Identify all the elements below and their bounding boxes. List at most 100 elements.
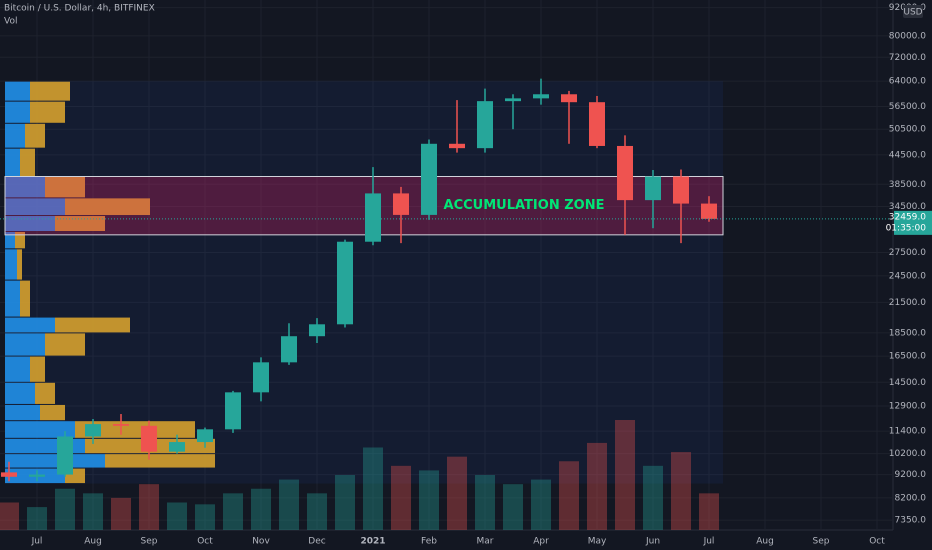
x-tick-label: Nov — [252, 537, 270, 547]
profile-bar — [35, 382, 55, 404]
candle-body — [337, 241, 353, 325]
profile-bar — [17, 249, 22, 280]
profile-bar — [25, 123, 45, 148]
x-tick-label: Feb — [421, 537, 437, 547]
profile-bar — [5, 249, 17, 280]
profile-bar — [45, 176, 85, 198]
volume-bar — [27, 507, 47, 530]
volume-bar — [223, 493, 243, 530]
x-tick-label: Oct — [869, 537, 885, 547]
profile-bar — [5, 216, 55, 231]
volume — [0, 420, 719, 530]
candle-body — [113, 424, 129, 426]
candle-body — [169, 442, 185, 452]
candle-body — [85, 424, 101, 437]
candle-body — [477, 101, 493, 149]
y-tick-label: 14500.0 — [889, 378, 926, 388]
candle-body — [645, 176, 661, 201]
profile-bar — [5, 382, 35, 404]
volume-bar — [167, 502, 187, 530]
candles — [1, 78, 717, 482]
profile-bar — [5, 356, 30, 382]
x-tick-label: Apr — [533, 537, 549, 547]
profile-bar — [30, 101, 65, 123]
candle-body — [197, 429, 213, 443]
volume-bar — [363, 447, 383, 530]
profile-bar — [5, 123, 25, 148]
volume-bar — [335, 475, 355, 530]
y-tick-label: 21500.0 — [889, 298, 926, 308]
candle-body — [29, 474, 45, 477]
x-tick-label: Jul — [703, 537, 715, 547]
profile-bar — [105, 454, 215, 468]
y-tick-label: 18500.0 — [889, 328, 926, 338]
profile-bar — [5, 231, 15, 249]
currency-badge[interactable] — [903, 5, 923, 18]
candle-body — [617, 145, 633, 201]
y-tick-label: 72000.0 — [889, 53, 926, 63]
candle-body — [589, 102, 605, 146]
grid — [0, 0, 893, 530]
y-tick-label: 10200.0 — [889, 449, 926, 459]
y-tick-label: 80000.0 — [889, 31, 926, 41]
x-tick-label: 2021 — [360, 537, 385, 547]
candle-body — [281, 336, 297, 363]
profile-bar — [15, 231, 25, 249]
accumulation-zone — [4, 175, 724, 236]
volume-bar — [279, 479, 299, 530]
volume-bar — [139, 484, 159, 530]
x-tick-label: Mar — [477, 537, 494, 547]
profile-bar — [30, 356, 45, 382]
candle-body — [505, 98, 521, 102]
candle-body — [421, 143, 437, 215]
volume-bar — [671, 452, 691, 530]
candle-body — [449, 143, 465, 149]
volume-bar — [251, 488, 271, 530]
volume-bar — [391, 465, 411, 530]
profile-bar — [20, 148, 35, 176]
candle-body — [365, 193, 381, 242]
candle-body — [141, 425, 157, 452]
profile-bar — [20, 280, 30, 317]
volume-bar — [307, 493, 327, 530]
volume-profile — [4, 81, 724, 484]
currency[interactable]: USD — [903, 8, 922, 18]
candle-body — [57, 436, 73, 475]
y-tick-label: 12900.0 — [889, 402, 926, 412]
volume-bar — [475, 475, 495, 530]
subtitle: Vol — [4, 17, 17, 27]
y-tick-label: 44500.0 — [889, 150, 926, 160]
profile-bar — [45, 333, 85, 356]
candle-body — [701, 203, 717, 219]
y-tick-label: 7350.0 — [895, 516, 927, 526]
x-tick-label: Jul — [31, 537, 43, 547]
volume-bar — [503, 484, 523, 530]
volume-bar — [447, 456, 467, 530]
profile-bar — [5, 280, 20, 317]
candle-body — [561, 94, 577, 103]
volume-bar — [531, 479, 551, 530]
volume-bar — [419, 470, 439, 530]
profile-bar — [75, 421, 195, 438]
volume-bar — [615, 420, 635, 530]
y-tick-label: 64000.0 — [889, 77, 926, 87]
y-tick-label: 11400.0 — [889, 427, 926, 437]
volume-bar — [699, 493, 719, 530]
volume-bar — [195, 504, 215, 530]
profile-bar — [55, 216, 105, 231]
profile-bar — [5, 101, 30, 123]
y-tick-label: 9200.0 — [895, 470, 927, 480]
y-tick-label: 56500.0 — [889, 102, 926, 112]
volume-bar — [111, 497, 131, 530]
profile-bar — [55, 317, 130, 333]
last-price-label: 32459.0 — [889, 212, 926, 222]
profile-bar — [5, 176, 45, 198]
profile-bar — [5, 148, 20, 176]
volume-bar — [55, 488, 75, 530]
y-tick-label: 16500.0 — [889, 352, 926, 362]
axes: 92000.080000.072000.064000.056500.050500… — [31, 3, 927, 546]
profile-bar — [5, 404, 40, 421]
x-tick-label: Sep — [813, 537, 830, 547]
x-tick-label: Jun — [645, 537, 660, 547]
x-tick-label: Aug — [84, 537, 102, 547]
